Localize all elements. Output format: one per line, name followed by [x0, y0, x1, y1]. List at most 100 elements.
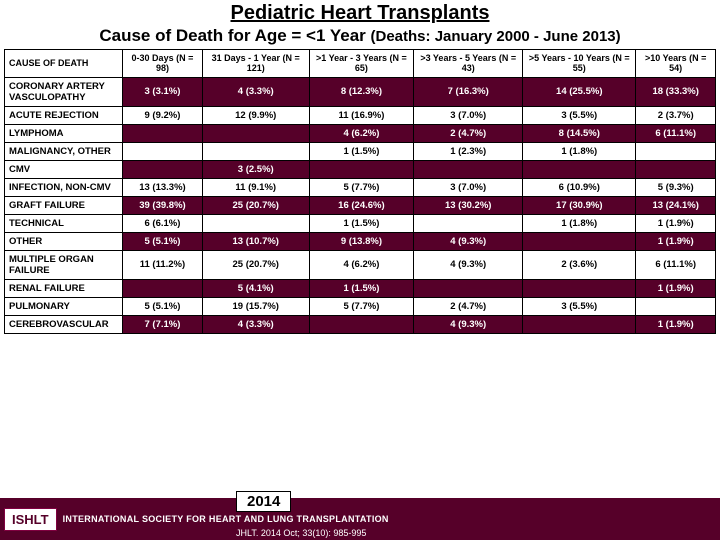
footer-org-text: INTERNATIONAL SOCIETY FOR HEART AND LUNG…	[63, 514, 389, 524]
table-header-row: CAUSE OF DEATH 0-30 Days (N = 98) 31 Day…	[5, 50, 716, 78]
row-label: TECHNICAL	[5, 214, 123, 232]
data-cell: 13 (30.2%)	[414, 196, 523, 214]
data-cell: 6 (10.9%)	[523, 178, 636, 196]
row-label: PULMONARY	[5, 297, 123, 315]
data-cell: 2 (4.7%)	[414, 124, 523, 142]
data-cell	[202, 214, 309, 232]
data-cell	[123, 124, 203, 142]
data-cell: 4 (9.3%)	[414, 232, 523, 250]
data-cell	[523, 315, 636, 333]
row-label: MALIGNANCY, OTHER	[5, 142, 123, 160]
data-cell: 3 (3.1%)	[123, 77, 203, 106]
row-label: GRAFT FAILURE	[5, 196, 123, 214]
data-cell	[414, 279, 523, 297]
table-body: CORONARY ARTERY VASCULOPATHY3 (3.1%) 4 (3…	[5, 77, 716, 333]
data-cell	[123, 160, 203, 178]
data-cell: 3 (7.0%)	[414, 178, 523, 196]
data-cell: 5 (7.7%)	[309, 178, 414, 196]
data-cell: 19 (15.7%)	[202, 297, 309, 315]
data-cell: 1 (1.8%)	[523, 142, 636, 160]
col-header: >3 Years - 5 Years (N = 43)	[414, 50, 523, 78]
data-cell: 1 (1.8%)	[523, 214, 636, 232]
table-row: CEREBROVASCULAR7 (7.1%)4 (3.3%) 4 (9.3%) 1…	[5, 315, 716, 333]
data-cell	[309, 160, 414, 178]
data-cell: 6 (11.1%)	[636, 124, 716, 142]
data-cell: 12 (9.9%)	[202, 106, 309, 124]
row-label: CEREBROVASCULAR	[5, 315, 123, 333]
page-subtitle: Cause of Death for Age = <1 Year (Deaths…	[0, 26, 720, 46]
data-cell: 4 (9.3%)	[414, 315, 523, 333]
data-cell	[123, 142, 203, 160]
data-cell	[414, 160, 523, 178]
data-cell: 5 (5.1%)	[123, 232, 203, 250]
col-header: 0-30 Days (N = 98)	[123, 50, 203, 78]
year-badge: 2014	[236, 491, 291, 512]
table-row: CORONARY ARTERY VASCULOPATHY3 (3.1%)4 (3…	[5, 77, 716, 106]
data-cell: 7 (16.3%)	[414, 77, 523, 106]
row-label: INFECTION, NON-CMV	[5, 178, 123, 196]
data-cell: 5 (7.7%)	[309, 297, 414, 315]
subtitle-main: Cause of Death for Age = <1 Year	[99, 26, 370, 45]
col-header: >1 Year - 3 Years (N = 65)	[309, 50, 414, 78]
table-row: MULTIPLE ORGAN FAILURE11 (11.2%)25 (20.7…	[5, 250, 716, 279]
data-cell: 6 (11.1%)	[636, 250, 716, 279]
row-label: CORONARY ARTERY VASCULOPATHY	[5, 77, 123, 106]
page-title: Pediatric Heart Transplants	[0, 2, 720, 25]
data-cell: 4 (6.2%)	[309, 124, 414, 142]
col-header: >10 Years (N = 54)	[636, 50, 716, 78]
table-row: MALIGNANCY, OTHER 1 (1.5%)1 (2.3%)1 (1.8%…	[5, 142, 716, 160]
data-cell: 18 (33.3%)	[636, 77, 716, 106]
title-area: Pediatric Heart Transplants Cause of Dea…	[0, 0, 720, 46]
data-cell: 16 (24.6%)	[309, 196, 414, 214]
row-label: CMV	[5, 160, 123, 178]
data-cell: 1 (1.5%)	[309, 279, 414, 297]
data-cell: 9 (13.8%)	[309, 232, 414, 250]
data-cell	[523, 279, 636, 297]
data-cell: 1 (2.3%)	[414, 142, 523, 160]
data-cell: 2 (4.7%)	[414, 297, 523, 315]
data-cell: 1 (1.5%)	[309, 142, 414, 160]
data-cell: 8 (12.3%)	[309, 77, 414, 106]
data-cell: 1 (1.9%)	[636, 232, 716, 250]
table-row: CMV3 (2.5%)	[5, 160, 716, 178]
data-cell	[123, 279, 203, 297]
data-cell: 11 (16.9%)	[309, 106, 414, 124]
citation-text: JHLT. 2014 Oct; 33(10): 985-995	[236, 528, 366, 538]
data-cell: 1 (1.9%)	[636, 315, 716, 333]
row-label: RENAL FAILURE	[5, 279, 123, 297]
data-cell: 25 (20.7%)	[202, 196, 309, 214]
data-cell: 5 (5.1%)	[123, 297, 203, 315]
data-cell: 4 (9.3%)	[414, 250, 523, 279]
data-cell: 11 (11.2%)	[123, 250, 203, 279]
data-cell: 3 (5.5%)	[523, 106, 636, 124]
data-cell	[636, 297, 716, 315]
row-label: MULTIPLE ORGAN FAILURE	[5, 250, 123, 279]
data-cell: 1 (1.9%)	[636, 279, 716, 297]
data-cell: 3 (7.0%)	[414, 106, 523, 124]
data-cell	[636, 142, 716, 160]
data-cell: 8 (14.5%)	[523, 124, 636, 142]
data-cell: 13 (10.7%)	[202, 232, 309, 250]
table-row: ACUTE REJECTION9 (9.2%)12 (9.9%)11 (16.9…	[5, 106, 716, 124]
data-cell	[523, 232, 636, 250]
data-cell: 3 (5.5%)	[523, 297, 636, 315]
data-cell	[202, 124, 309, 142]
data-cell: 4 (6.2%)	[309, 250, 414, 279]
data-cell: 1 (1.9%)	[636, 214, 716, 232]
table-row: LYMPHOMA4 (6.2%)2 (4.7%)8 (14.5%)6 (11.1…	[5, 124, 716, 142]
table-row: INFECTION, NON-CMV13 (13.3%)11 (9.1%)5 (…	[5, 178, 716, 196]
row-label: ACUTE REJECTION	[5, 106, 123, 124]
table-row: TECHNICAL6 (6.1%)1 (1.5%)1 (1.8%)1 (1.9%…	[5, 214, 716, 232]
data-cell: 4 (3.3%)	[202, 315, 309, 333]
table-row: PULMONARY5 (5.1%)19 (15.7%)5 (7.7%)2 (4.…	[5, 297, 716, 315]
data-cell: 9 (9.2%)	[123, 106, 203, 124]
data-cell: 39 (39.8%)	[123, 196, 203, 214]
data-cell	[636, 160, 716, 178]
col-header: 31 Days - 1 Year (N = 121)	[202, 50, 309, 78]
col-header: >5 Years - 10 Years (N = 55)	[523, 50, 636, 78]
data-cell: 7 (7.1%)	[123, 315, 203, 333]
data-cell: 6 (6.1%)	[123, 214, 203, 232]
data-cell	[523, 160, 636, 178]
data-cell: 13 (24.1%)	[636, 196, 716, 214]
data-cell: 17 (30.9%)	[523, 196, 636, 214]
